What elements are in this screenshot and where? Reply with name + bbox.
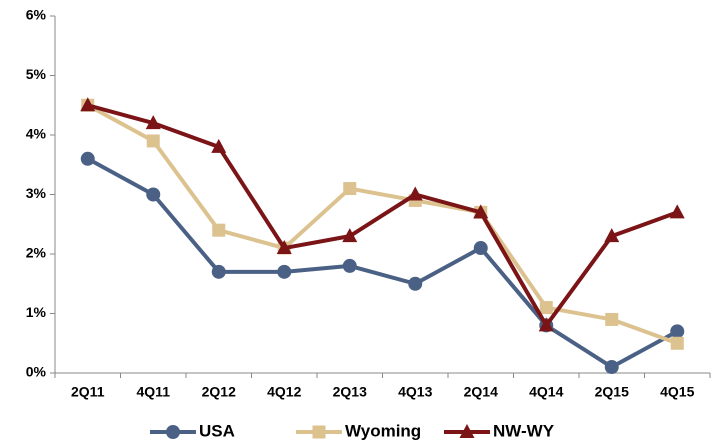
x-tick-label: 4Q13 [398, 384, 432, 400]
data-point [80, 97, 96, 112]
y-tick-label: 5% [26, 66, 47, 82]
x-tick-label: 2Q15 [595, 384, 629, 400]
data-point [408, 276, 423, 291]
data-point [473, 241, 488, 256]
data-point [146, 187, 161, 202]
x-tick-label: 2Q13 [333, 384, 367, 400]
data-point [473, 204, 489, 219]
data-point [276, 240, 292, 255]
x-tick-label: 4Q15 [660, 384, 694, 400]
data-point [342, 258, 357, 273]
legend-label: NW-WY [493, 421, 555, 440]
y-tick-label: 0% [26, 364, 47, 380]
data-point [407, 186, 423, 201]
data-point [342, 228, 358, 243]
data-point [669, 204, 685, 219]
data-point [343, 182, 357, 196]
y-tick-label: 4% [26, 126, 47, 142]
data-point [670, 324, 685, 339]
x-tick-label: 4Q14 [529, 384, 563, 400]
data-point [604, 228, 620, 243]
data-point [212, 223, 226, 237]
y-tick-label: 3% [26, 185, 47, 201]
x-tick-label: 2Q11 [71, 384, 105, 400]
legend-label: Wyoming [345, 421, 421, 440]
series-line [86, 103, 678, 346]
data-point [145, 115, 161, 130]
x-tick-label: 4Q12 [267, 384, 301, 400]
legend-label: USA [199, 421, 235, 440]
series-line [87, 103, 678, 328]
legend-marker [166, 425, 180, 439]
legend-marker [312, 425, 326, 439]
data-point [211, 138, 227, 153]
data-point [211, 264, 226, 279]
x-tick-label: 2Q12 [202, 384, 236, 400]
data-point [604, 360, 619, 375]
data-point [80, 151, 95, 166]
data-point [277, 264, 292, 279]
x-tick-label: 2Q14 [464, 384, 498, 400]
data-point [605, 312, 619, 326]
x-tick-label: 4Q11 [137, 384, 171, 400]
data-point [539, 301, 553, 315]
data-point [670, 336, 684, 350]
data-point [538, 317, 554, 332]
legend-marker [459, 424, 475, 438]
y-tick-label: 6% [26, 7, 47, 23]
data-point [146, 134, 160, 148]
y-tick-label: 1% [26, 304, 47, 320]
series-line [86, 157, 679, 370]
y-tick-label: 2% [26, 245, 47, 261]
